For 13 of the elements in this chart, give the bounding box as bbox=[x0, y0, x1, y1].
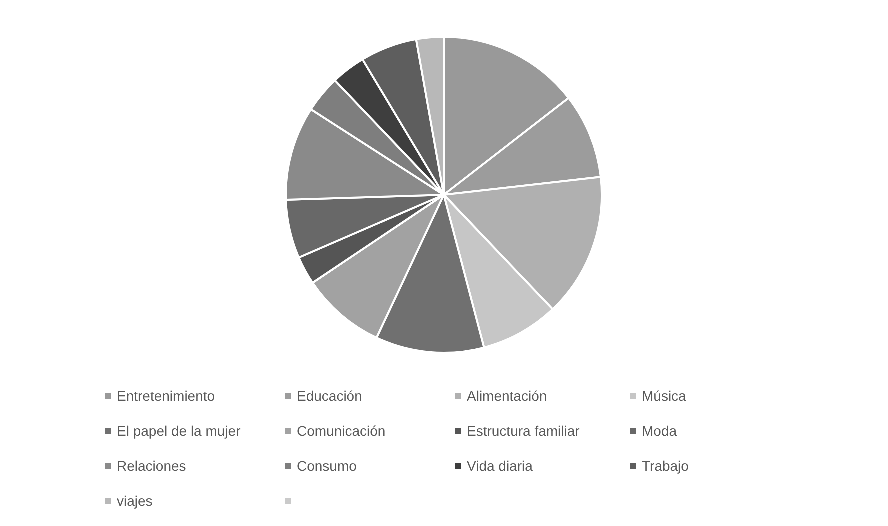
legend-label: Trabajo bbox=[642, 458, 689, 474]
legend-label: Alimentación bbox=[467, 388, 548, 404]
legend-label: El papel de la mujer bbox=[117, 423, 241, 439]
legend-label: Vida diaria bbox=[467, 458, 533, 474]
legend-label: Música bbox=[642, 388, 686, 404]
legend-label: Comunicación bbox=[297, 423, 386, 439]
legend-label: Moda bbox=[642, 423, 678, 439]
legend-label: Educación bbox=[297, 388, 362, 404]
legend-label: Entretenimiento bbox=[117, 388, 216, 404]
legend-label: Consumo bbox=[297, 458, 357, 474]
legend-label: viajes bbox=[117, 493, 153, 509]
legend-label: Estructura familiar bbox=[467, 423, 580, 439]
legend-label: Relaciones bbox=[117, 458, 186, 474]
